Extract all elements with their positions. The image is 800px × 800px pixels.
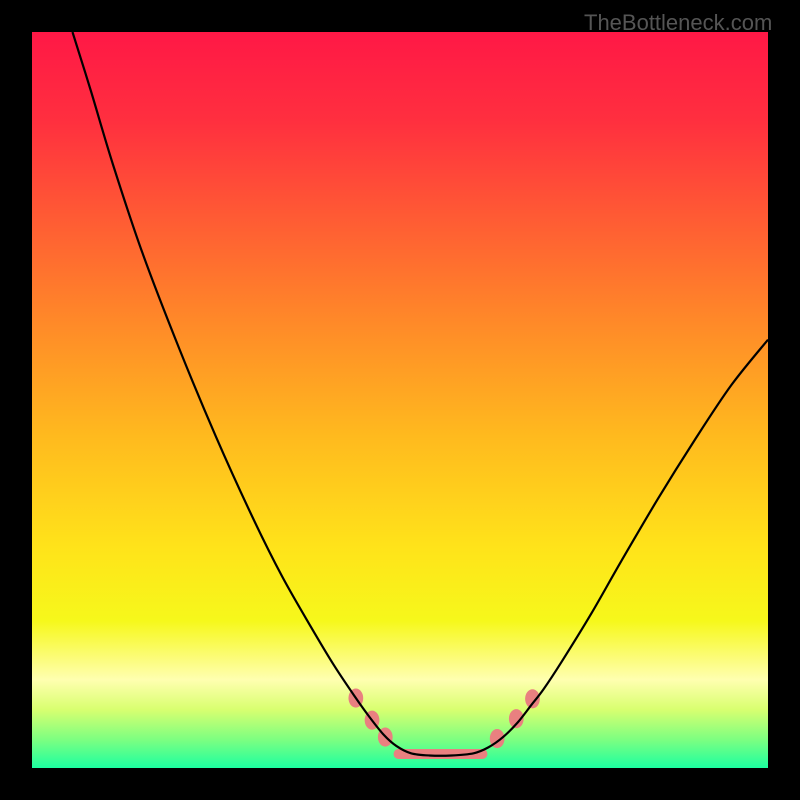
watermark-text: TheBottleneck.com	[584, 10, 772, 36]
bottleneck-curve	[72, 32, 768, 756]
bottom-accent	[348, 689, 539, 755]
chart-overlay	[32, 32, 768, 768]
chart-frame	[0, 0, 800, 800]
